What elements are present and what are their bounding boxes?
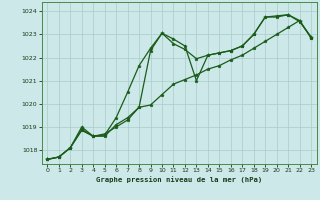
X-axis label: Graphe pression niveau de la mer (hPa): Graphe pression niveau de la mer (hPa) xyxy=(96,176,262,183)
